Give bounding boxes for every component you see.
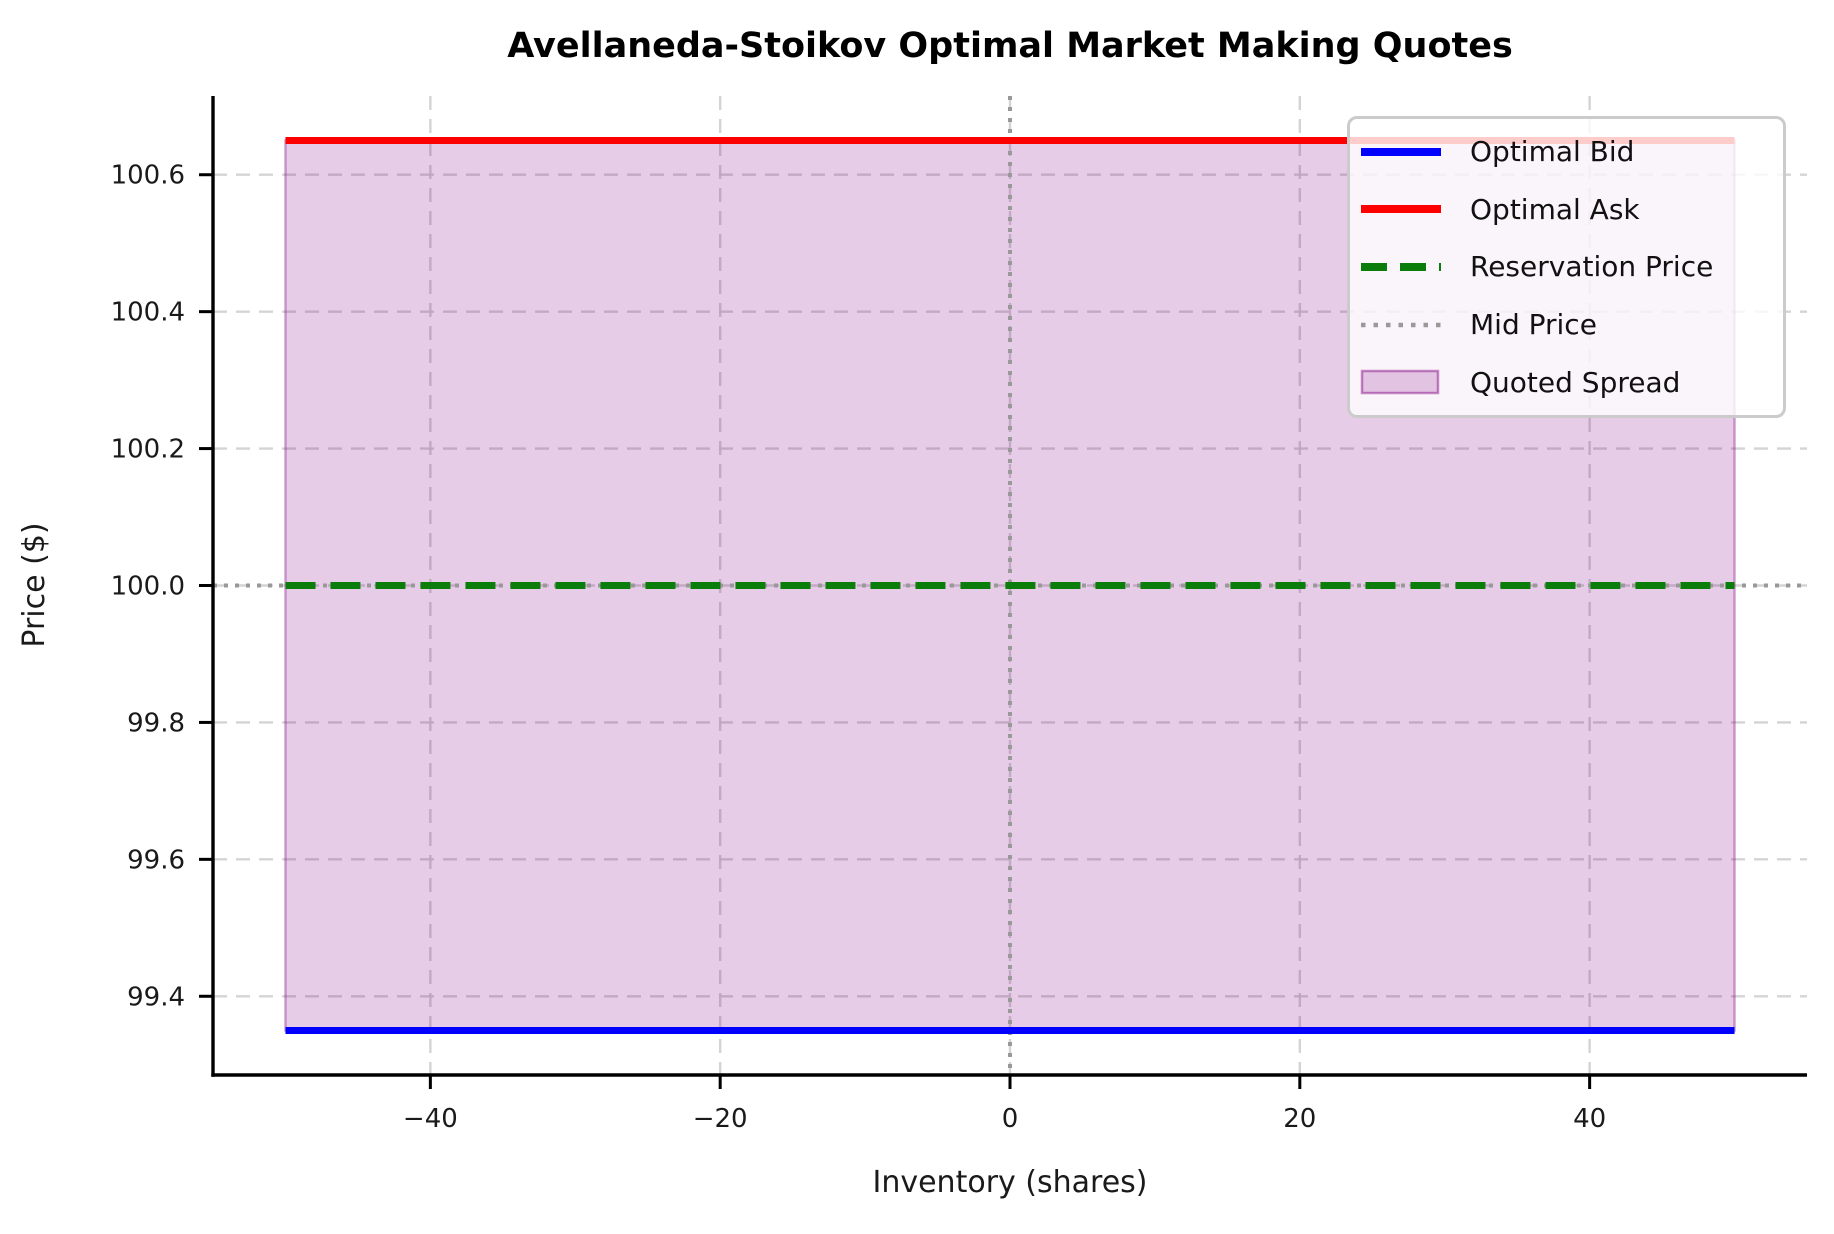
- legend: Optimal Bid Optimal Ask Reservation Pric…: [1347, 116, 1786, 418]
- axes-layer: 99.4 99.6 99.8 100.0 100.2 100.4 100.6 −40 −20 0 2…: [111, 96, 1807, 1134]
- y-tick-label: 99.8: [127, 708, 185, 738]
- legend-sample-mid-dots: [1361, 322, 1441, 327]
- y-axis-label: Price ($): [17, 522, 52, 647]
- legend-label-reservation-price: Reservation Price: [1470, 250, 1714, 284]
- y-tick-label: 100.4: [111, 298, 185, 328]
- legend-item-optimal-bid: Optimal Bid: [1359, 123, 1777, 181]
- x-tick-label: −40: [403, 1104, 458, 1134]
- y-tick-label: 100.2: [111, 435, 185, 465]
- x-tick-label: 40: [1573, 1104, 1606, 1134]
- legend-label-optimal-ask: Optimal Ask: [1470, 192, 1640, 226]
- y-tick-label: 100.6: [111, 161, 185, 191]
- y-tick-label: 99.6: [127, 845, 185, 875]
- x-tick-label: 0: [1002, 1104, 1019, 1134]
- y-tick-label: 99.4: [127, 982, 185, 1012]
- legend-sample-optimal-ask-line: [1361, 205, 1441, 214]
- legend-item-optimal-ask: Optimal Ask: [1359, 181, 1777, 239]
- legend-label-optimal-bid: Optimal Bid: [1470, 135, 1635, 169]
- x-axis-label: Inventory (shares): [872, 1165, 1147, 1200]
- legend-sample-optimal-bid-line: [1361, 147, 1441, 156]
- legend-patch: [1360, 369, 1440, 395]
- legend-item-mid-price: Mid Price: [1359, 296, 1777, 354]
- x-tick-label: −20: [693, 1104, 748, 1134]
- legend-sample-reservation-dash: [1361, 262, 1441, 271]
- legend-label-mid-price: Mid Price: [1470, 308, 1597, 342]
- y-tick-label: 100.0: [111, 572, 185, 602]
- chart-title: Avellaneda-Stoikov Optimal Market Making…: [507, 26, 1513, 66]
- legend-sample-spread-patch: [1360, 369, 1440, 395]
- legend-item-quoted-spread: Quoted Spread: [1359, 353, 1777, 411]
- x-tick-label: 20: [1283, 1104, 1316, 1134]
- legend-label-quoted-spread: Quoted Spread: [1470, 365, 1681, 399]
- legend-item-reservation-price: Reservation Price: [1359, 238, 1777, 296]
